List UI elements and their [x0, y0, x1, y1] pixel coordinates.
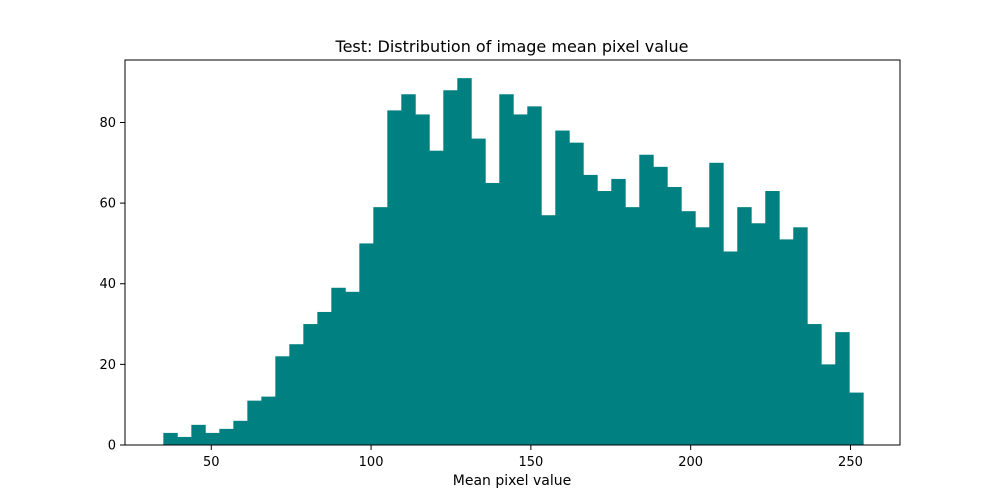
plot-frame: [124, 59, 901, 446]
histogram-bar: [793, 227, 808, 445]
histogram-bar: [261, 396, 276, 445]
histogram-bar: [331, 287, 346, 445]
histogram-bar: [695, 227, 710, 445]
x-tick-label: 200: [678, 455, 703, 470]
histogram-bar: [653, 166, 668, 445]
histogram-bar: [709, 162, 724, 446]
x-axis-ticks: 50 100 150 200 250: [203, 445, 863, 470]
histogram-bar: [485, 182, 500, 445]
histogram-bar: [849, 392, 864, 445]
histogram-bar: [499, 94, 514, 445]
y-tick-label: 40: [99, 277, 116, 292]
x-tick-label: 250: [838, 455, 863, 470]
y-tick-label: 0: [108, 439, 116, 454]
histogram-bar: [387, 110, 402, 445]
histogram-bar: [233, 420, 248, 445]
histogram-bar: [275, 356, 290, 445]
histogram-bar: [821, 364, 836, 445]
histogram-bar: [317, 311, 332, 445]
histogram-bar: [457, 78, 472, 445]
y-tick-label: 60: [99, 197, 116, 212]
histogram-bar: [219, 428, 234, 445]
histogram-bar: [569, 142, 584, 445]
histogram-bar: [247, 400, 262, 445]
y-axis-ticks: 0 20 40 60 80: [99, 116, 125, 454]
histogram-bar: [611, 178, 626, 445]
histogram-bar: [163, 432, 178, 445]
histogram-bar: [667, 186, 682, 445]
histogram-bar: [583, 174, 598, 445]
histogram-bar: [765, 191, 780, 445]
histogram-bar: [205, 432, 220, 445]
histogram-bar: [177, 436, 192, 445]
x-axis-label: Mean pixel value: [453, 473, 571, 489]
y-tick-label: 80: [99, 116, 116, 131]
histogram-bar: [751, 223, 766, 445]
histogram-bar: [373, 207, 388, 445]
histogram-bar: [779, 239, 794, 445]
histogram-bar: [625, 207, 640, 445]
histogram-bar: [303, 324, 318, 445]
histogram-bar: [737, 207, 752, 445]
histogram-bar: [443, 90, 458, 446]
histogram-bar: [555, 130, 570, 445]
histogram-bar: [359, 243, 374, 445]
histogram-bar: [681, 211, 696, 445]
histogram-bar: [835, 332, 850, 445]
chart-title: Test: Distribution of image mean pixel v…: [335, 37, 689, 56]
histogram-bar: [415, 114, 430, 446]
histogram-bar: [541, 215, 556, 445]
x-tick-label: 50: [203, 455, 220, 470]
histogram-bar: [345, 291, 360, 445]
y-tick-label: 20: [99, 358, 116, 373]
histogram-bar: [401, 94, 416, 445]
x-tick-label: 100: [359, 455, 384, 470]
histogram-bar: [723, 251, 738, 445]
histogram-bar: [639, 154, 654, 445]
histogram-bar: [807, 324, 822, 445]
histogram-bar: [597, 191, 612, 445]
histogram-bar: [191, 424, 206, 445]
x-tick-label: 150: [518, 455, 543, 470]
histogram-bar: [527, 106, 542, 445]
histogram-bar: [429, 150, 444, 446]
histogram-bars: [163, 78, 864, 446]
histogram-bar: [289, 344, 304, 445]
histogram-bar: [471, 138, 486, 446]
histogram-bar: [513, 114, 528, 446]
